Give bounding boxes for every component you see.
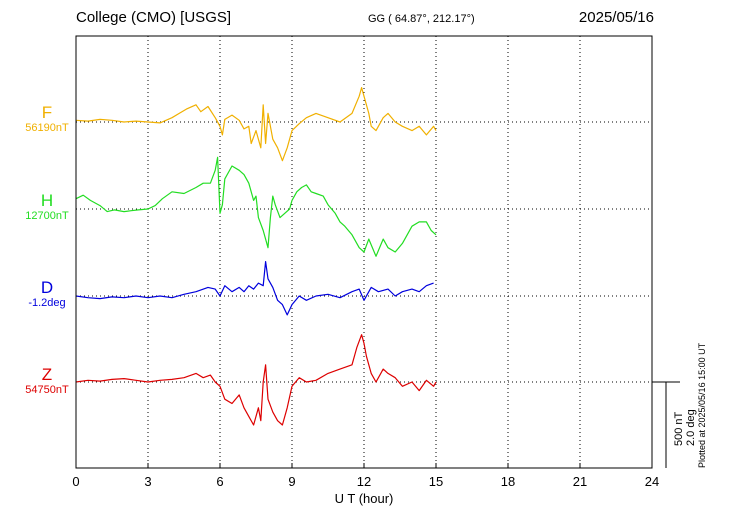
component-label-h: H 12700nT xyxy=(12,192,82,223)
x-tick-label: 18 xyxy=(501,474,515,489)
series-line-d xyxy=(75,261,434,316)
x-axis-ticks: 0 3 6 9 12 15 18 21 24 xyxy=(72,463,659,489)
baseline-value: 56190nT xyxy=(25,122,69,134)
component-label-d: D -1.2deg xyxy=(12,279,82,310)
date-label: 2025/05/16 xyxy=(578,9,654,26)
component-label-f: F 56190nT xyxy=(12,104,82,135)
grid-lines xyxy=(76,36,652,468)
baseline-value: 54750nT xyxy=(25,384,69,396)
baseline-value: 12700nT xyxy=(25,210,69,222)
series-group xyxy=(75,86,437,426)
scale-label-deg: 2.0 deg xyxy=(685,409,697,446)
x-tick-label: 21 xyxy=(573,474,587,489)
x-tick-label: 3 xyxy=(144,474,151,489)
scale-bar: 500 nT 2.0 deg xyxy=(652,381,697,468)
x-tick-label: 6 xyxy=(216,474,223,489)
baseline-value: -1.2deg xyxy=(28,297,66,309)
x-tick-label: 15 xyxy=(429,474,443,489)
x-tick-label: 0 xyxy=(72,474,79,489)
x-axis-label: U T (hour) xyxy=(335,491,394,506)
series-line-z xyxy=(75,334,437,426)
station-title: College (CMO) [USGS] xyxy=(76,9,232,26)
x-tick-label: 24 xyxy=(645,474,659,489)
coordinates-label: GG ( 64.87°, 212.17°) xyxy=(368,13,475,25)
component-letter: D xyxy=(40,278,54,297)
series-line-h xyxy=(75,156,437,257)
scale-label-nt: 500 nT xyxy=(673,411,685,446)
component-letter: Z xyxy=(41,365,53,384)
plot-timestamp-note: Plotted at 2025/05/16 15:00 UT xyxy=(697,342,707,468)
x-tick-label: 9 xyxy=(288,474,295,489)
x-tick-label: 12 xyxy=(357,474,371,489)
component-letter: H xyxy=(40,191,54,210)
component-label-z: Z 54750nT xyxy=(12,366,82,397)
component-letter: F xyxy=(41,103,53,122)
series-line-f xyxy=(75,86,437,162)
